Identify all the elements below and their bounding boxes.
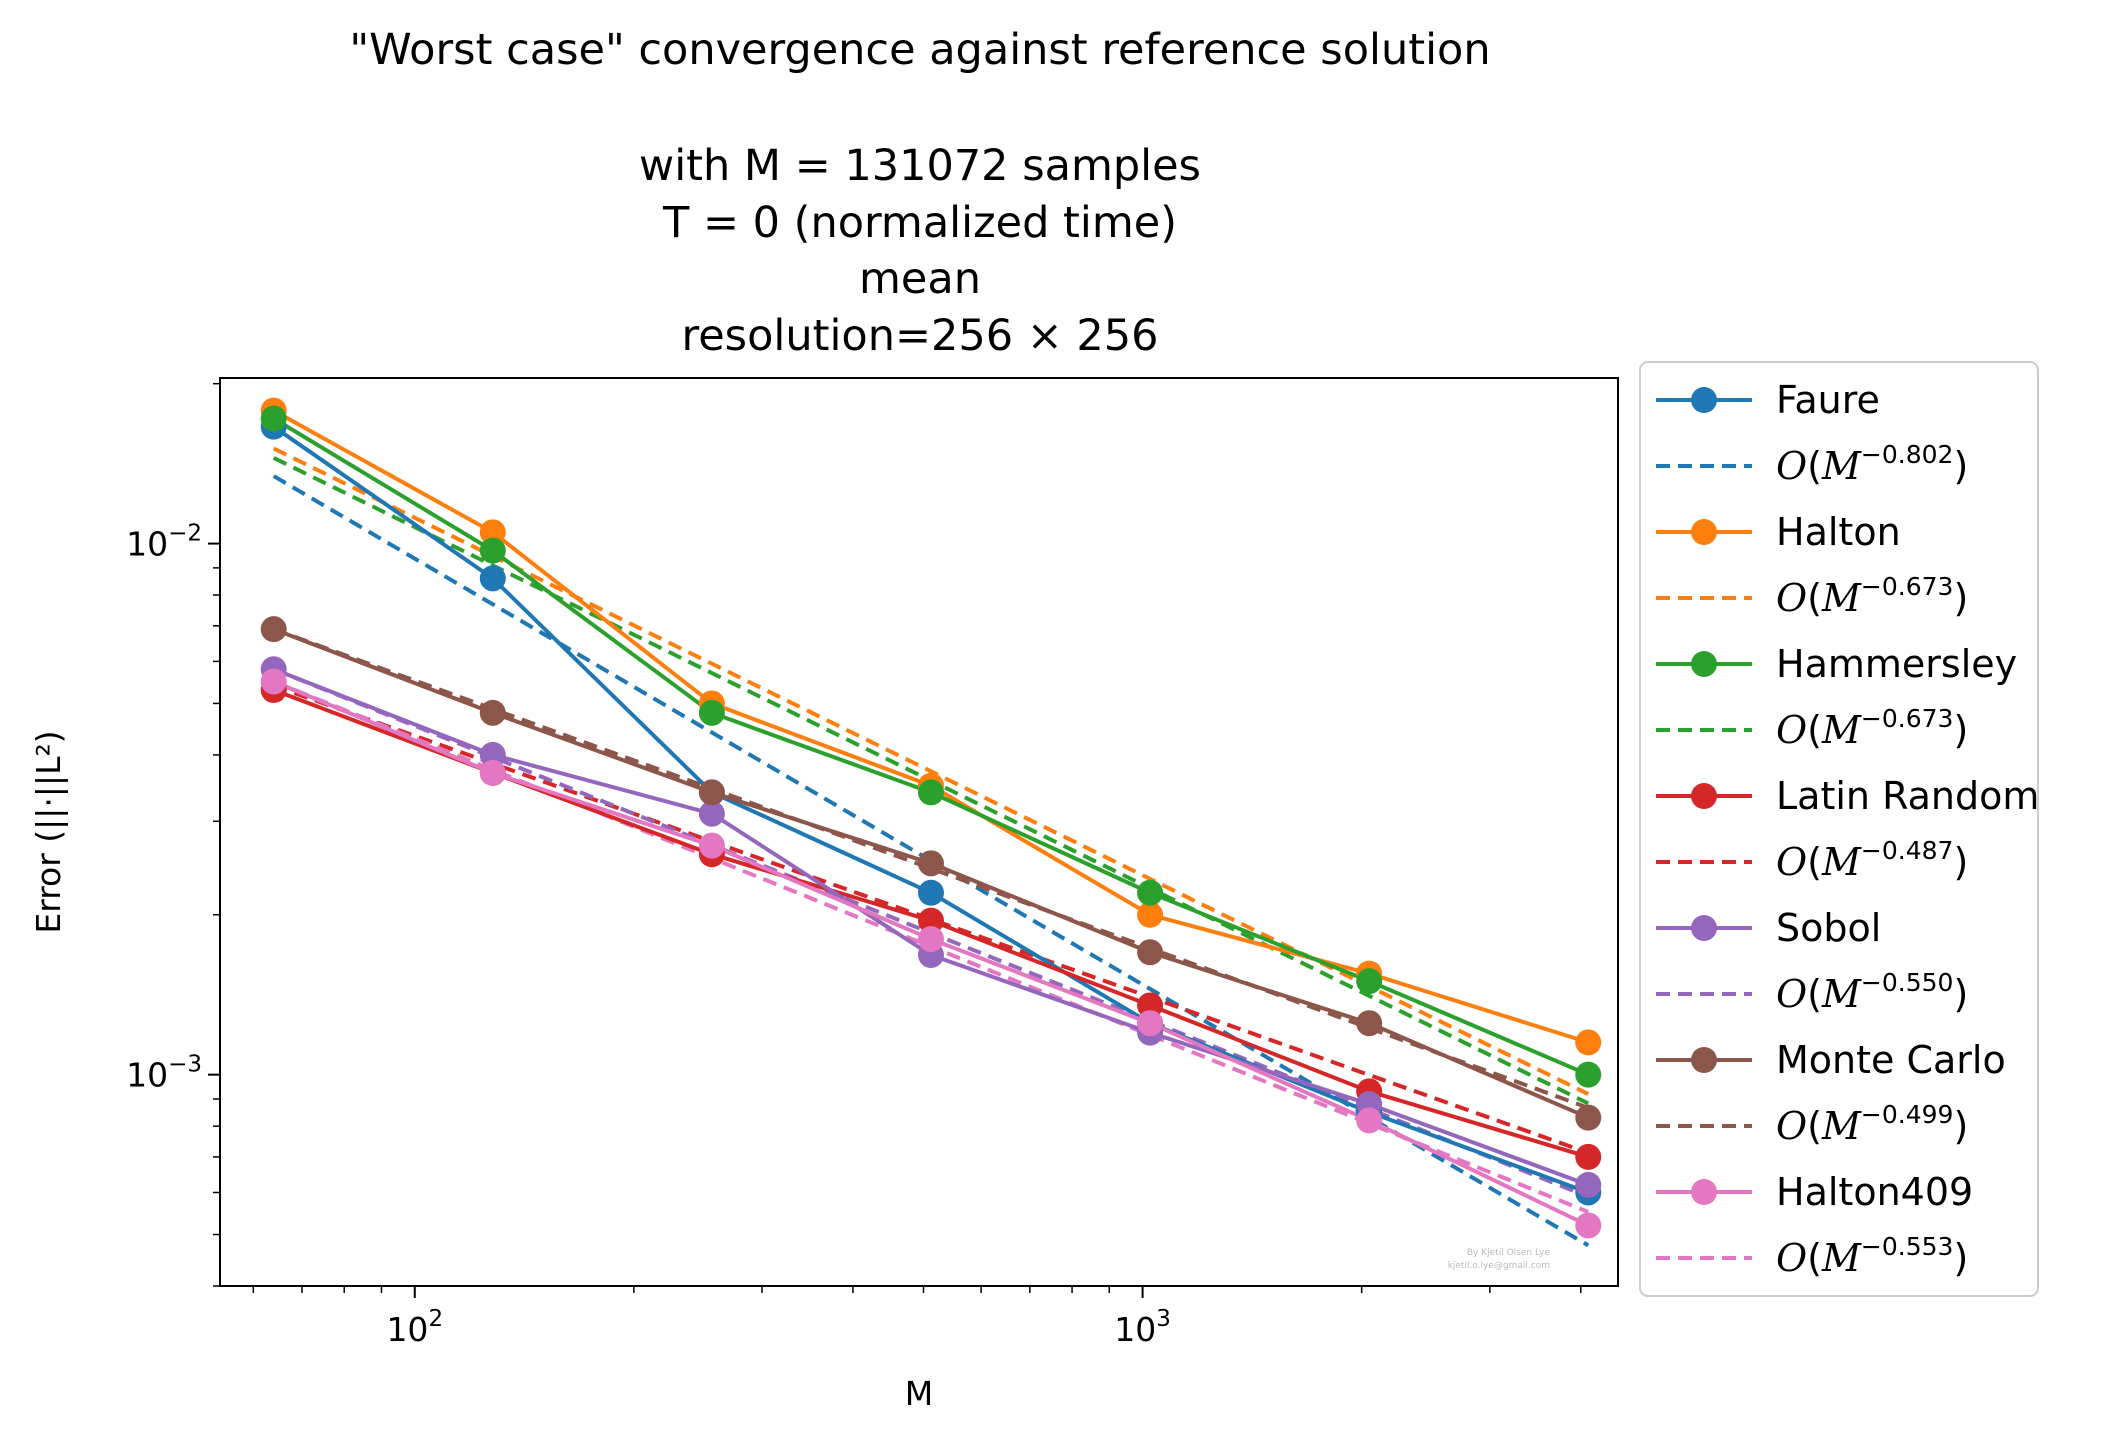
marker-halton409-2048 bbox=[1356, 1107, 1383, 1134]
legend-entry-halton409: Halton409 bbox=[1656, 1170, 1973, 1214]
legend-entry-fit-hammersley: O(M−0.673) bbox=[1656, 704, 1968, 752]
legend-label-latin-random: Latin Random bbox=[1776, 774, 2039, 818]
legend-entry-fit-latin-random: O(M−0.487) bbox=[1656, 836, 1968, 884]
marker-monte-carlo-256 bbox=[698, 779, 725, 806]
plot-area: 102 103 10−2 10−3 By Kjetil Olsen Lye kjet… bbox=[126, 377, 1619, 1349]
legend-marker-faure bbox=[1691, 387, 1717, 413]
marker-sobol-128 bbox=[479, 741, 506, 768]
legend-fit-label-sobol: O(M−0.550) bbox=[1776, 968, 1968, 1016]
marker-halton-1024 bbox=[1137, 901, 1164, 928]
credit-line-1: By Kjetil Olsen Lye bbox=[1467, 1248, 1551, 1258]
legend-entry-fit-halton409: O(M−0.553) bbox=[1656, 1232, 1968, 1280]
marker-latin-random-512 bbox=[917, 907, 944, 934]
legend-entry-fit-monte-carlo: O(M−0.499) bbox=[1656, 1100, 1968, 1148]
marker-monte-carlo-64 bbox=[260, 616, 287, 643]
marker-latin-random-4096 bbox=[1575, 1143, 1602, 1170]
legend-label-hammersley: Hammersley bbox=[1776, 642, 2017, 686]
marker-halton409-256 bbox=[698, 832, 725, 859]
legend-frame bbox=[1639, 361, 2039, 1297]
legend-marker-hammersley bbox=[1691, 651, 1717, 677]
marker-monte-carlo-2048 bbox=[1356, 1010, 1383, 1037]
marker-sobol-256 bbox=[698, 800, 725, 827]
x-axis: 102 103 bbox=[252, 1286, 1582, 1349]
title-line-1: "Worst case" convergence against referen… bbox=[349, 25, 1490, 75]
marker-halton-4096 bbox=[1575, 1029, 1602, 1056]
marker-faure-512 bbox=[917, 879, 944, 906]
title-line-4: T = 0 (normalized time) bbox=[662, 198, 1177, 248]
legend-entry-monte-carlo: Monte Carlo bbox=[1656, 1038, 2006, 1082]
marker-hammersley-1024 bbox=[1137, 879, 1164, 906]
y-tick-label: 10−3 bbox=[126, 1052, 202, 1095]
plot-frame bbox=[219, 377, 1619, 1287]
legend-marker-monte-carlo bbox=[1691, 1047, 1717, 1073]
legend-fit-label-monte-carlo: O(M−0.499) bbox=[1776, 1100, 1968, 1148]
marker-halton-128 bbox=[479, 519, 506, 546]
marker-monte-carlo-128 bbox=[479, 699, 506, 726]
y-tick-label: 10−2 bbox=[126, 521, 202, 564]
title-line-3: with M = 131072 samples bbox=[639, 141, 1201, 191]
marker-monte-carlo-512 bbox=[917, 850, 944, 877]
series-line-faure bbox=[272, 425, 1589, 1195]
legend: Faure O(M−0.802) Halton O(M−0.673) Hammersle… bbox=[1639, 361, 2039, 1297]
marker-halton409-512 bbox=[917, 926, 944, 953]
legend-marker-halton409 bbox=[1691, 1179, 1717, 1205]
marker-hammersley-64 bbox=[260, 405, 287, 432]
title-line-6: resolution=256 × 256 bbox=[681, 311, 1158, 361]
marker-hammersley-512 bbox=[917, 779, 944, 806]
legend-entry-sobol: Sobol bbox=[1656, 906, 1881, 950]
legend-label-halton: Halton bbox=[1776, 510, 1901, 554]
fit-lines bbox=[272, 446, 1590, 1248]
y-axis: 10−2 10−3 bbox=[126, 382, 220, 1287]
legend-marker-halton bbox=[1691, 519, 1717, 545]
fit-line-halton bbox=[272, 446, 1590, 1096]
marker-halton409-64 bbox=[260, 668, 287, 695]
credit-line-2: kjetil.o.lye@gmail.com bbox=[1448, 1261, 1550, 1271]
legend-marker-latin-random bbox=[1691, 783, 1717, 809]
legend-entry-fit-sobol: O(M−0.550) bbox=[1656, 968, 1968, 1016]
marker-halton409-4096 bbox=[1575, 1212, 1602, 1239]
marker-hammersley-2048 bbox=[1356, 968, 1383, 995]
legend-label-monte-carlo: Monte Carlo bbox=[1776, 1038, 2006, 1082]
data-markers bbox=[260, 397, 1602, 1239]
data-lines bbox=[272, 408, 1590, 1228]
title-line-5: mean bbox=[859, 254, 981, 304]
legend-fit-label-halton: O(M−0.673) bbox=[1776, 572, 1968, 620]
legend-marker-sobol bbox=[1691, 915, 1717, 941]
legend-entries: Faure O(M−0.802) Halton O(M−0.673) Hammersle… bbox=[1656, 378, 2039, 1280]
legend-label-halton409: Halton409 bbox=[1776, 1170, 1973, 1214]
legend-entry-fit-faure: O(M−0.802) bbox=[1656, 440, 1968, 488]
legend-fit-label-faure: O(M−0.802) bbox=[1776, 440, 1968, 488]
chart-title: "Worst case" convergence against referen… bbox=[349, 25, 1490, 361]
marker-monte-carlo-1024 bbox=[1137, 939, 1164, 966]
marker-faure-128 bbox=[479, 565, 506, 592]
marker-hammersley-128 bbox=[479, 537, 506, 564]
y-axis-label: Error (||·||L²) bbox=[29, 730, 68, 933]
legend-entry-faure: Faure bbox=[1656, 378, 1880, 422]
x-tick-label: 103 bbox=[1114, 1306, 1171, 1349]
legend-fit-label-halton409: O(M−0.553) bbox=[1776, 1232, 1968, 1280]
legend-entry-fit-halton: O(M−0.673) bbox=[1656, 572, 1968, 620]
marker-hammersley-256 bbox=[698, 699, 725, 726]
legend-fit-label-latin-random: O(M−0.487) bbox=[1776, 836, 1968, 884]
marker-halton409-1024 bbox=[1137, 1010, 1164, 1037]
marker-monte-carlo-4096 bbox=[1575, 1104, 1602, 1131]
x-axis-label: M bbox=[905, 1374, 933, 1413]
legend-label-sobol: Sobol bbox=[1776, 906, 1881, 950]
legend-fit-label-hammersley: O(M−0.673) bbox=[1776, 704, 1968, 752]
legend-label-faure: Faure bbox=[1776, 378, 1880, 422]
marker-sobol-4096 bbox=[1575, 1171, 1602, 1198]
legend-entry-latin-random: Latin Random bbox=[1656, 774, 2039, 818]
legend-entry-halton: Halton bbox=[1656, 510, 1901, 554]
marker-halton409-128 bbox=[479, 759, 506, 786]
marker-hammersley-4096 bbox=[1575, 1061, 1602, 1088]
legend-entry-hammersley: Hammersley bbox=[1656, 642, 2017, 686]
x-tick-label: 102 bbox=[386, 1306, 443, 1349]
